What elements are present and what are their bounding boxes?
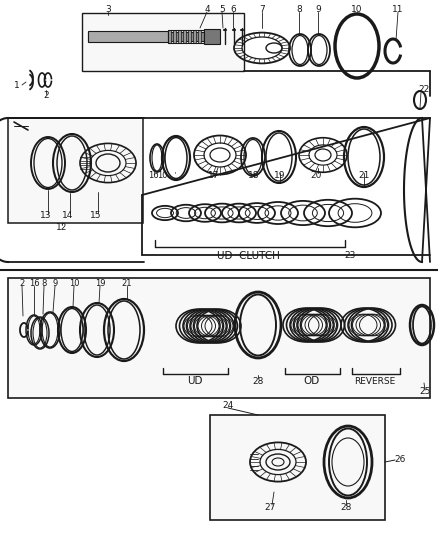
Text: 24: 24: [223, 401, 233, 410]
Text: 21: 21: [122, 279, 132, 288]
Text: 8: 8: [296, 5, 302, 14]
Text: 12: 12: [57, 223, 68, 232]
Text: UD: UD: [187, 376, 203, 386]
Text: 2: 2: [43, 92, 49, 101]
Text: 9: 9: [53, 279, 58, 288]
Text: 16: 16: [148, 171, 158, 180]
Bar: [168, 30, 171, 43]
Text: 10: 10: [157, 171, 167, 180]
Text: 25: 25: [419, 387, 431, 397]
Bar: [204, 29, 220, 44]
Text: 16: 16: [28, 279, 39, 288]
Bar: [88, 31, 168, 42]
Bar: [183, 30, 186, 43]
Text: 4: 4: [204, 5, 210, 14]
Text: 19: 19: [274, 171, 286, 180]
Bar: [210, 415, 385, 520]
Bar: [198, 30, 201, 43]
Text: 11: 11: [392, 5, 404, 14]
Text: 1: 1: [14, 80, 20, 90]
Text: 7: 7: [259, 5, 265, 14]
Text: 13: 13: [40, 211, 52, 220]
Text: 28: 28: [252, 376, 264, 385]
Text: 14: 14: [62, 211, 74, 220]
Text: OD: OD: [304, 376, 320, 386]
Text: 17: 17: [208, 171, 220, 180]
Text: 28: 28: [340, 504, 352, 513]
Text: 22: 22: [418, 85, 430, 94]
Text: 6: 6: [230, 5, 236, 14]
Bar: [173, 30, 176, 43]
Text: 8: 8: [41, 279, 47, 288]
Text: 15: 15: [90, 211, 102, 220]
Text: 27: 27: [264, 504, 276, 513]
Text: 3: 3: [105, 5, 111, 14]
Bar: [193, 30, 196, 43]
Text: 2: 2: [19, 279, 25, 288]
Bar: [168, 30, 204, 43]
Bar: [8, 118, 143, 223]
Text: 26: 26: [394, 456, 406, 464]
Text: 18: 18: [248, 171, 260, 180]
Text: 23: 23: [344, 252, 356, 261]
Text: 19: 19: [95, 279, 105, 288]
Text: 5: 5: [219, 5, 225, 14]
Bar: [88, 32, 208, 41]
Text: 20: 20: [310, 171, 321, 180]
Bar: [82, 13, 244, 71]
Bar: [188, 30, 191, 43]
Text: REVERSE: REVERSE: [354, 376, 396, 385]
Text: UD  CLUTCH: UD CLUTCH: [216, 251, 279, 261]
Text: 10: 10: [69, 279, 79, 288]
Bar: [178, 30, 181, 43]
Bar: [8, 278, 430, 398]
Text: 9: 9: [315, 5, 321, 14]
Text: 10: 10: [351, 5, 363, 14]
Text: 21: 21: [358, 171, 370, 180]
